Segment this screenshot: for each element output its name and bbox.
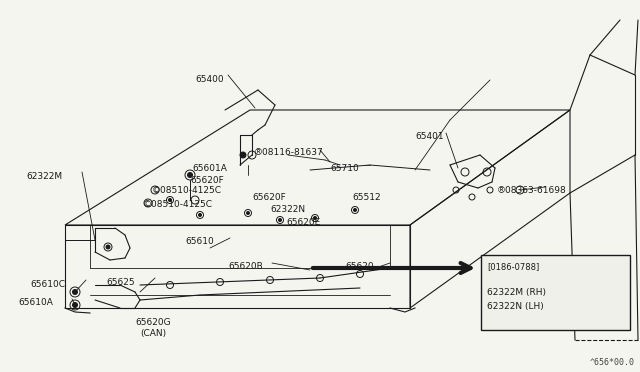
Text: ®08116-81637: ®08116-81637 (254, 148, 324, 157)
Circle shape (240, 152, 246, 158)
Text: 65401: 65401 (415, 132, 444, 141)
Circle shape (168, 199, 172, 202)
Circle shape (246, 212, 250, 215)
Circle shape (72, 289, 77, 295)
Circle shape (106, 245, 110, 249)
Text: 65601A: 65601A (192, 164, 227, 173)
Text: 65610: 65610 (185, 237, 214, 246)
Circle shape (188, 173, 193, 177)
Circle shape (495, 273, 499, 277)
Text: 62322M: 62322M (26, 172, 62, 181)
Text: 65610C: 65610C (30, 280, 65, 289)
Text: 62322M (RH): 62322M (RH) (487, 288, 546, 297)
Text: ®08363-61698: ®08363-61698 (497, 186, 567, 195)
Circle shape (72, 302, 77, 308)
Circle shape (314, 217, 317, 219)
Text: 65400: 65400 (195, 75, 223, 84)
Circle shape (533, 271, 537, 275)
Text: 65620G: 65620G (135, 318, 171, 327)
Text: 65620F: 65620F (252, 193, 285, 202)
Text: ©08510-4125C: ©08510-4125C (152, 186, 222, 195)
Text: 65512: 65512 (352, 193, 381, 202)
Text: 65710: 65710 (330, 164, 359, 173)
Text: (CAN): (CAN) (140, 329, 166, 338)
Text: 65620F: 65620F (190, 176, 224, 185)
Text: 65625: 65625 (106, 278, 134, 287)
Text: 65620: 65620 (345, 262, 374, 271)
Bar (481, 255, 630, 330)
Text: 62322N (LH): 62322N (LH) (487, 302, 544, 311)
Text: [0186-0788]: [0186-0788] (487, 262, 540, 271)
Text: 62322N: 62322N (270, 205, 305, 214)
Text: 65610A: 65610A (18, 298, 53, 307)
Text: 65620E: 65620E (286, 218, 320, 227)
Circle shape (198, 214, 202, 217)
Text: ©08510-4125C: ©08510-4125C (143, 200, 213, 209)
Circle shape (278, 218, 282, 221)
Text: 65620B: 65620B (228, 262, 263, 271)
Circle shape (353, 208, 356, 212)
Text: ^656*00.0: ^656*00.0 (590, 358, 635, 367)
